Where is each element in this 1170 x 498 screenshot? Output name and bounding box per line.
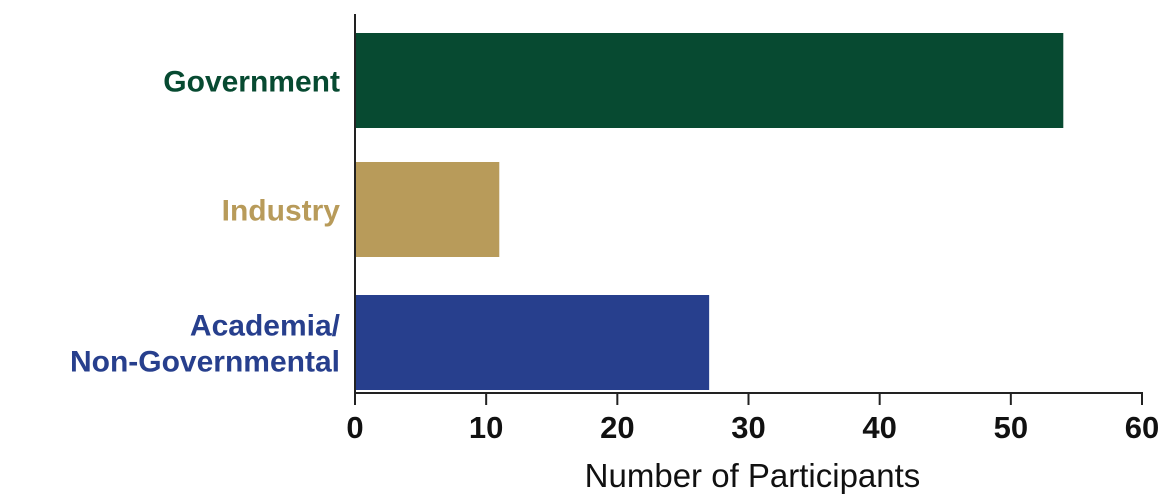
bar-government: [356, 33, 1064, 128]
x-tick-label: 40: [862, 410, 896, 445]
category-label: Government: [163, 66, 340, 99]
category-label: Academia/: [190, 310, 341, 343]
x-axis-title: Number of Participants: [585, 457, 921, 494]
category-label: Industry: [222, 195, 341, 228]
category-labels: Government Industry Academia/Non-Governmen…: [70, 66, 341, 379]
bars-group: [356, 33, 1064, 390]
bar-industry: [356, 162, 500, 257]
x-tick-label: 0: [346, 410, 363, 445]
x-tick-label: 20: [600, 410, 634, 445]
x-tick-label: 50: [994, 410, 1028, 445]
bar-academia-non-governmental: [356, 295, 710, 390]
category-label: Non-Governmental: [70, 346, 340, 379]
x-tick-label: 30: [731, 410, 765, 445]
x-tick-label: 60: [1125, 410, 1159, 445]
x-ticks: 0 10 20 30 40 50 60: [346, 393, 1159, 445]
x-tick-label: 10: [469, 410, 503, 445]
